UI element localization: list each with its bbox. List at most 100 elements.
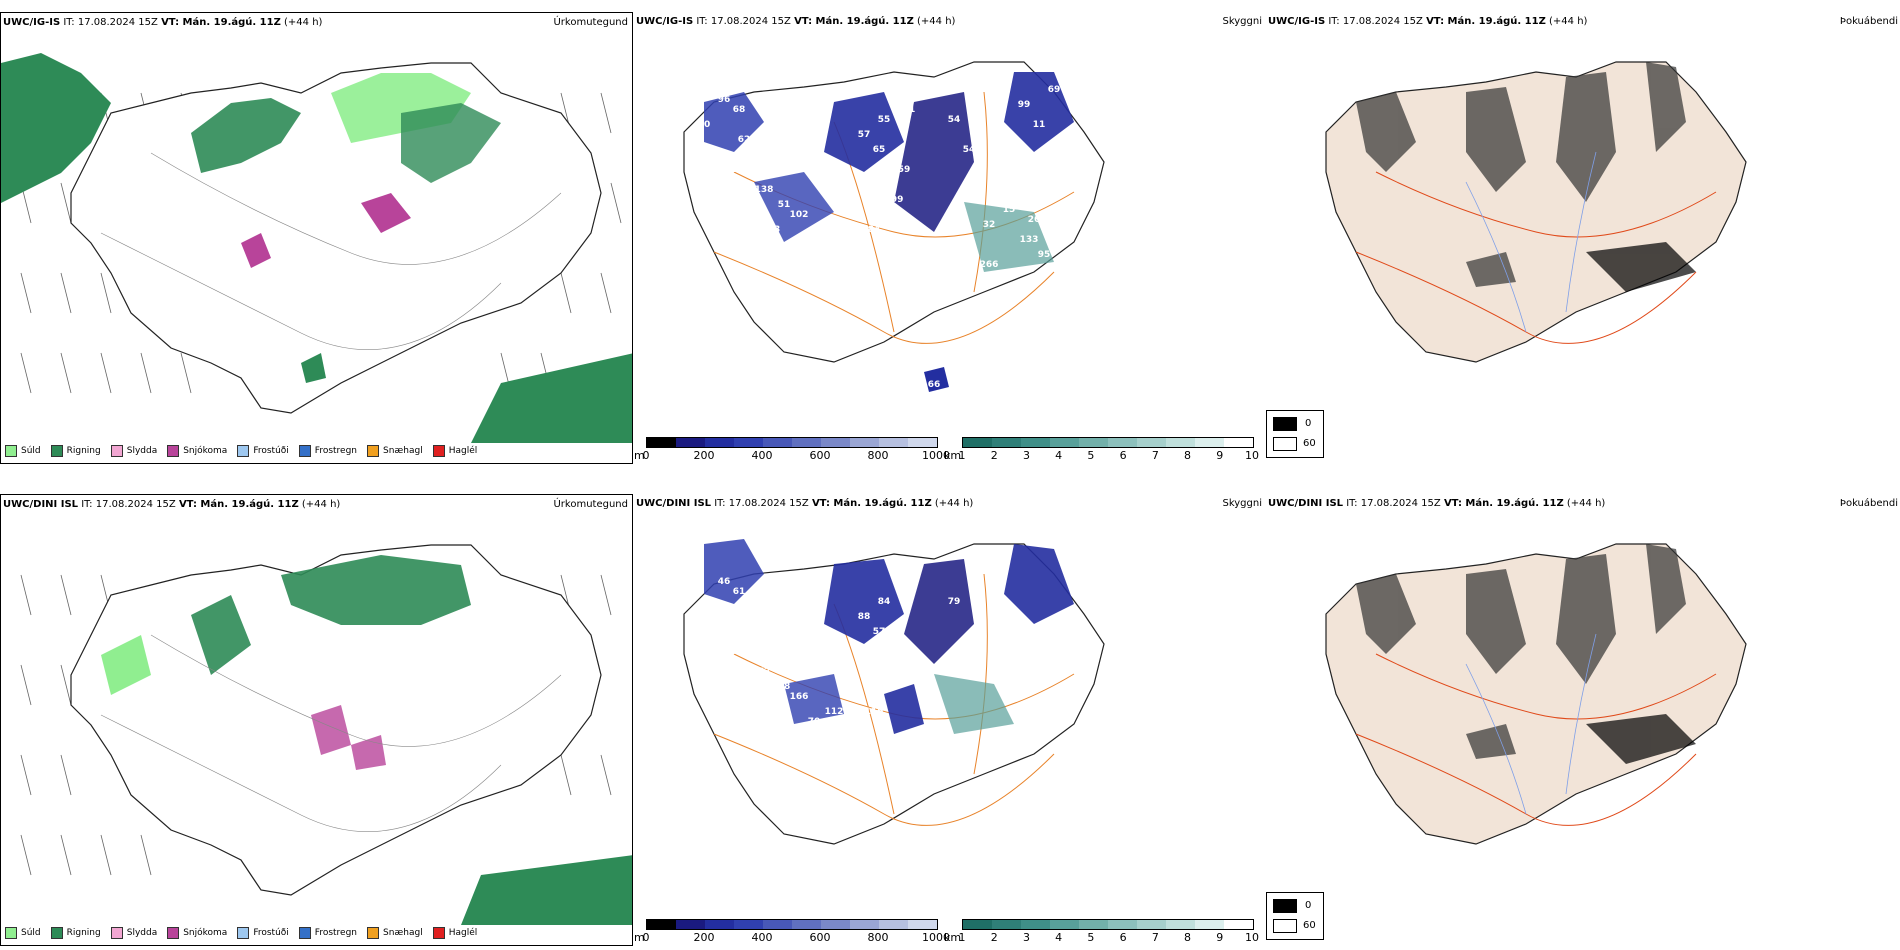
colorbar-tick: 4	[1055, 931, 1063, 944]
colorbar-cell	[792, 438, 821, 447]
legend-item-haglel: Haglél	[432, 927, 477, 939]
rivers	[1465, 633, 1597, 815]
cloud-value-label: 62	[738, 135, 751, 145]
cloud-value-label: 82	[688, 135, 701, 145]
colorbar-cell	[1108, 920, 1137, 929]
iceland-outline	[683, 61, 1105, 363]
colorbar-cell	[705, 438, 734, 447]
cloud-value-label: 74	[738, 617, 751, 627]
lead-time: (+44 h)	[1549, 16, 1588, 27]
cloud-value-label: 74	[888, 155, 901, 165]
panel-header: UWC/DINI ISL IT: 17.08.2024 15Z VT: Mán.…	[636, 498, 973, 509]
init-time: IT: 17.08.2024 15Z	[714, 498, 809, 509]
colorbar-cell	[676, 438, 705, 447]
cloud-value-label: 266	[980, 260, 999, 270]
cloud-value-label: 12	[973, 607, 986, 617]
cloud-areas	[704, 72, 1074, 392]
cloud-value-label: 57	[858, 130, 871, 140]
cloud-value-label: 87	[768, 707, 781, 717]
precip-legend: Súld Rigning Slydda Snjókoma Frostúði Fr…	[5, 445, 477, 457]
cloud-value-label: 84	[868, 225, 881, 235]
init-time: IT: 17.08.2024 15Z	[1328, 16, 1423, 27]
colorbar-cell	[850, 920, 879, 929]
colorbar-tick: 4	[1055, 449, 1063, 462]
valid-time: VT: Mán. 19.ágú. 11Z	[161, 17, 281, 28]
fog-legend-box: 0 60	[1266, 892, 1324, 940]
cloud-value-label: 64	[698, 602, 711, 612]
rain-area-nw	[1, 53, 111, 203]
colorbar-cell	[1108, 438, 1137, 447]
cloud-value-label: 96	[718, 95, 731, 105]
cloud-areas	[704, 539, 1074, 734]
fog-legend-min: 0	[1305, 418, 1312, 429]
valid-time: VT: Mán. 19.ágú. 11Z	[1443, 498, 1564, 509]
colorbar-tick: 400	[751, 449, 773, 462]
colorbar-cell	[850, 438, 879, 447]
colorbar-cell	[676, 920, 705, 929]
colorbar-cell	[1021, 920, 1050, 929]
fog-index-map	[1325, 61, 1747, 363]
colorbar-cell	[763, 438, 792, 447]
cloud-value-label: 88	[858, 612, 871, 622]
colorbar-tick: 10	[1245, 449, 1259, 462]
cloud-value-label: 55	[878, 115, 891, 125]
cloud-value-label: 88	[778, 682, 791, 692]
colorbar-tick: 400	[751, 931, 773, 944]
colorbar-tick: 0	[642, 931, 650, 944]
colorbar-tick: 600	[809, 931, 831, 944]
panel-title: Úrkomutegund	[553, 17, 628, 28]
colorbar-cell	[734, 438, 763, 447]
legend-item-slydda: Slydda	[110, 445, 157, 457]
iceland-outline	[1325, 61, 1747, 363]
cloud-value-label: 116	[865, 707, 884, 717]
colorbar-cell	[734, 920, 763, 929]
colorbar-cell	[1195, 438, 1224, 447]
cloud-value-label: 77	[808, 235, 821, 245]
colorbar-cell	[1195, 920, 1224, 929]
colorbar-cell	[908, 438, 937, 447]
colorbar-cell	[1224, 920, 1253, 929]
cloud-value-label: 45	[688, 617, 701, 627]
lead-time: (+44 h)	[917, 16, 956, 27]
cloud-value-label: 54	[963, 145, 976, 155]
colorbar-cell	[1137, 438, 1166, 447]
init-time: IT: 17.08.2024 15Z	[63, 17, 158, 28]
height-colorbar-cells	[646, 437, 938, 448]
fog-index-map	[1325, 543, 1747, 845]
panel-title: Þokuábendi	[1839, 498, 1898, 509]
cloud-value-label: 68	[733, 105, 746, 115]
colorbar-cell	[963, 920, 992, 929]
height-colorbar-cells	[646, 919, 938, 930]
cloud-panel-ig: UWC/IG-IS IT: 17.08.2024 15Z VT: Mán. 19…	[634, 12, 1264, 464]
visibility-unit: km	[944, 931, 962, 944]
cloud-value-label: 32	[983, 220, 996, 230]
colorbar-cell	[992, 920, 1021, 929]
colorbar-tick: 3	[1022, 449, 1030, 462]
cloud-value-label: 38	[913, 270, 926, 280]
legend-item-suld: Súld	[5, 927, 41, 939]
precip-map	[20, 544, 632, 925]
model-name: UWC/DINI ISL	[636, 498, 712, 509]
colorbar-tick: 7	[1151, 931, 1159, 944]
rain-area-se	[461, 855, 632, 925]
legend-item-haglel: Haglél	[432, 445, 477, 457]
valid-time: VT: Mán. 19.ágú. 11Z	[1426, 16, 1546, 27]
precip-type-panel-ig: UWC/IG-IS IT: 17.08.2024 15Z VT: Mán. 19…	[0, 12, 633, 464]
panel-header: UWC/IG-IS IT: 17.08.2024 15Z VT: Mán. 19…	[1268, 16, 1587, 27]
colorbar-cell	[1137, 920, 1166, 929]
iceland-outline	[70, 62, 602, 414]
cloud-value-label: 79	[948, 597, 961, 607]
cloud-value-label: 113	[840, 200, 859, 210]
fog-legend-max: 60	[1303, 920, 1316, 931]
cloud-value-label: 106	[955, 245, 974, 255]
fog-shading	[1356, 544, 1696, 764]
colorbar-cell	[705, 920, 734, 929]
model-name: UWC/IG-IS	[1268, 16, 1326, 27]
colorbar-cell	[1166, 920, 1195, 929]
cloud-value-label: 84	[878, 597, 891, 607]
fog-legend-min: 0	[1305, 900, 1312, 911]
visibility-colorbar-cells	[962, 919, 1254, 930]
